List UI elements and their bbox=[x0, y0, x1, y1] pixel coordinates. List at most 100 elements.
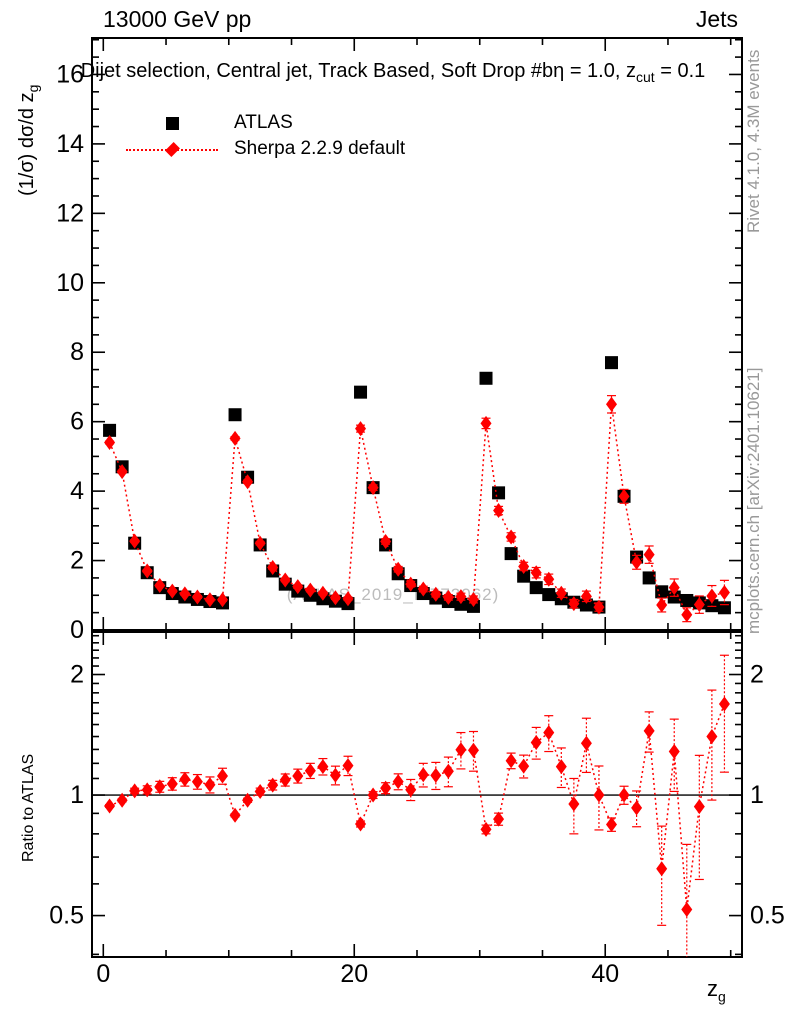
sherpa-point bbox=[380, 533, 392, 549]
atlas-point bbox=[542, 588, 556, 602]
sherpa-point bbox=[480, 415, 492, 431]
sherpa-point bbox=[568, 596, 580, 612]
sherpa-point bbox=[718, 585, 730, 601]
plot-title-sub: cut bbox=[635, 69, 655, 85]
sherpa-point bbox=[605, 396, 617, 412]
sherpa-point bbox=[179, 771, 191, 787]
sherpa-point bbox=[242, 474, 254, 490]
sherpa-point bbox=[154, 578, 166, 594]
sherpa-point bbox=[317, 585, 329, 601]
sherpa-point bbox=[467, 742, 479, 758]
sherpa-point bbox=[304, 763, 316, 779]
sherpa-point bbox=[518, 758, 530, 774]
sherpa-point bbox=[467, 591, 479, 607]
sherpa-point bbox=[656, 861, 668, 877]
tick-label: 0 bbox=[96, 960, 110, 988]
sherpa-point bbox=[455, 589, 467, 605]
tick-label: 0 bbox=[70, 616, 84, 644]
sherpa-point bbox=[154, 779, 166, 795]
atlas-point bbox=[680, 593, 694, 607]
tick-label: 12 bbox=[56, 199, 84, 227]
tick-label: 1 bbox=[750, 781, 764, 809]
sherpa-point bbox=[367, 787, 379, 803]
sherpa-point bbox=[543, 571, 555, 587]
sherpa-point bbox=[104, 798, 116, 814]
sherpa-point bbox=[279, 772, 291, 788]
sherpa-point bbox=[217, 592, 229, 608]
plot-title-text: Dijet selection, Central jet, Track Base… bbox=[80, 60, 636, 82]
sherpa-point bbox=[191, 589, 203, 605]
sherpa-point bbox=[605, 817, 617, 833]
tick-label: 0.5 bbox=[49, 902, 84, 930]
tick-label: 1 bbox=[70, 781, 84, 809]
sherpa-point bbox=[668, 744, 680, 760]
sherpa-point bbox=[217, 768, 229, 784]
tick-label: 2 bbox=[70, 661, 84, 689]
legend: ATLAS Sherpa 2.2.9 default bbox=[122, 110, 405, 162]
sherpa-point bbox=[317, 759, 329, 775]
sherpa-ratio-line bbox=[109, 703, 726, 910]
sherpa-point bbox=[292, 579, 304, 595]
sherpa-point bbox=[706, 588, 718, 604]
mcplots-arxiv-note: mcplots.cern.ch [arXiv:2401.10621] bbox=[744, 367, 763, 634]
atlas-point bbox=[228, 408, 242, 422]
sherpa-point bbox=[417, 581, 429, 597]
sherpa-point bbox=[141, 563, 153, 579]
x-axis-title-text: z bbox=[707, 976, 718, 1001]
tick-label: 2 bbox=[750, 661, 764, 689]
sherpa-point bbox=[329, 767, 341, 783]
sherpa-point bbox=[442, 763, 454, 779]
tick-label: 0.5 bbox=[750, 902, 785, 930]
sherpa-point bbox=[417, 767, 429, 783]
sherpa-point bbox=[430, 767, 442, 783]
atlas-point bbox=[655, 585, 669, 599]
sherpa-point bbox=[141, 782, 153, 798]
atlas-point bbox=[103, 423, 117, 437]
sherpa-point bbox=[505, 529, 517, 545]
plot-title-tail: = 0.1 bbox=[654, 60, 706, 82]
sherpa-point bbox=[593, 787, 605, 803]
atlas-point bbox=[642, 571, 656, 585]
sherpa-point bbox=[179, 586, 191, 602]
tick-label: 16 bbox=[56, 60, 84, 88]
tick-label: 4 bbox=[70, 477, 84, 505]
sherpa-point bbox=[480, 821, 492, 837]
sherpa-point bbox=[618, 488, 630, 504]
atlas-point bbox=[354, 385, 368, 399]
sherpa-point bbox=[555, 585, 567, 601]
sherpa-point bbox=[254, 535, 266, 551]
sherpa-point bbox=[518, 558, 530, 574]
sherpa-point bbox=[706, 729, 718, 745]
tick-label: 2 bbox=[70, 547, 84, 575]
atlas-point bbox=[454, 597, 468, 611]
sherpa-point bbox=[593, 599, 605, 615]
sherpa-point bbox=[568, 796, 580, 812]
sherpa-point bbox=[631, 800, 643, 816]
sherpa-point bbox=[493, 503, 505, 519]
sherpa-point bbox=[405, 576, 417, 592]
sherpa-series-ratio bbox=[104, 654, 730, 957]
sherpa-point bbox=[631, 554, 643, 570]
sherpa-point bbox=[242, 792, 254, 808]
sherpa-point bbox=[191, 774, 203, 790]
sherpa-point bbox=[304, 582, 316, 598]
sherpa-point bbox=[342, 758, 354, 774]
legend-item-atlas: ATLAS bbox=[122, 110, 405, 136]
legend-item-sherpa: Sherpa 2.2.9 default bbox=[122, 136, 405, 162]
sherpa-point bbox=[229, 430, 241, 446]
sherpa-point bbox=[693, 597, 705, 613]
sherpa-point bbox=[292, 768, 304, 784]
sherpa-point bbox=[204, 777, 216, 793]
sherpa-point bbox=[355, 421, 367, 437]
atlas-point bbox=[717, 601, 731, 615]
main-y-axis-title: (1/σ) dσ/d zg bbox=[16, 85, 41, 196]
sherpa-point bbox=[530, 565, 542, 581]
rivet-version-note: Rivet 4.1.0, 4.3M events bbox=[744, 49, 763, 233]
sherpa-point bbox=[254, 784, 266, 800]
atlas-point bbox=[504, 547, 518, 561]
axis-frames bbox=[91, 37, 743, 958]
sherpa-point bbox=[718, 696, 730, 712]
sherpa-point bbox=[643, 547, 655, 563]
